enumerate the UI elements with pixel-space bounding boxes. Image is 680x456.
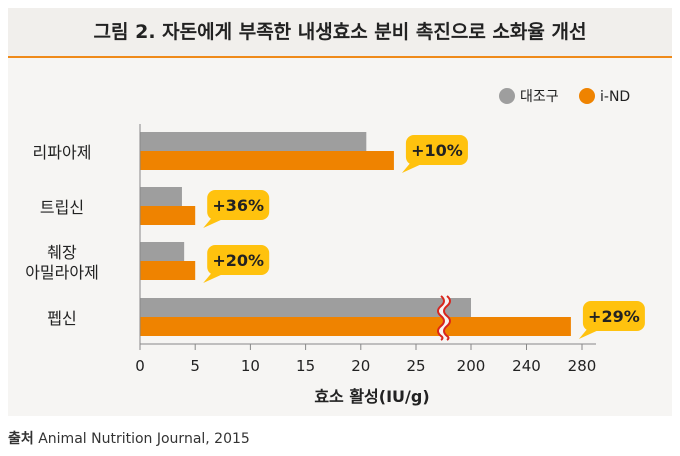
bar-ind <box>140 151 394 170</box>
bar-control <box>140 187 182 206</box>
bar-ind <box>140 317 571 336</box>
axis-break-line <box>443 295 451 341</box>
chart-panel <box>8 8 672 416</box>
x-tick-label: 5 <box>190 357 200 375</box>
source-line: 출처 Animal Nutrition Journal, 2015 <box>8 428 250 448</box>
callout-label: +10% <box>411 141 463 160</box>
callout-bubble <box>582 301 645 331</box>
title-bar: 그림 2. 자돈에게 부족한 내생효소 분비 촉진으로 소화율 개선 <box>8 8 672 58</box>
bar-control <box>140 242 185 261</box>
callout-label: +20% <box>212 251 264 270</box>
x-tick-label: 200 <box>457 357 486 375</box>
callout-bubble <box>207 190 270 220</box>
category-label: 아밀라아제 <box>25 263 99 282</box>
x-tick-label: 280 <box>568 357 597 375</box>
category-label: 펩신 <box>47 309 76 328</box>
source-text: Animal Nutrition Journal, 2015 <box>38 431 250 447</box>
bar-ind <box>140 206 196 225</box>
bar-control <box>140 132 367 151</box>
callout-bubble <box>405 135 468 165</box>
legend-label-ind: i-ND <box>600 89 630 105</box>
callout-label: +29% <box>588 307 640 326</box>
source-label: 출처 <box>8 431 34 447</box>
category-label: 리파아제 <box>33 143 92 162</box>
x-tick-label: 25 <box>406 357 425 375</box>
callout-bubble <box>207 245 270 275</box>
x-tick-label: 20 <box>351 357 370 375</box>
legend-swatch-control <box>499 88 515 104</box>
x-axis-label: 효소 활성(IU/g) <box>314 387 429 406</box>
category-label: 트립신 <box>40 198 84 217</box>
x-tick-label: 0 <box>135 357 145 375</box>
x-tick-label: 15 <box>296 357 315 375</box>
axis-break-line <box>437 295 445 341</box>
legend-swatch-ind <box>579 88 595 104</box>
legend-label-control: 대조구 <box>520 89 559 105</box>
x-tick-label: 240 <box>512 357 541 375</box>
bar-control <box>140 298 471 317</box>
chart-title: 그림 2. 자돈에게 부족한 내생효소 분비 촉진으로 소화율 개선 <box>93 21 587 43</box>
category-label: 췌장 <box>47 243 77 262</box>
callout-label: +36% <box>212 196 264 215</box>
bar-ind <box>140 261 196 280</box>
x-tick-label: 10 <box>241 357 260 375</box>
